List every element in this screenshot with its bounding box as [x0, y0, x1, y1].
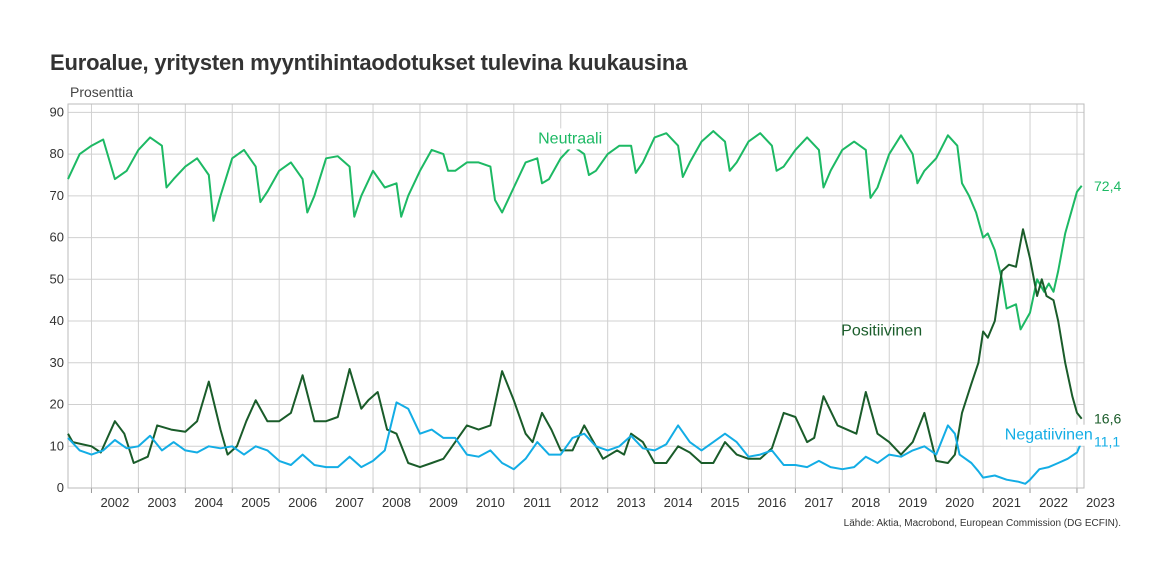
- series-end-value-label: 72,4: [1094, 178, 1121, 194]
- x-tick-label: 2020: [945, 495, 974, 510]
- series-line-neutraali: [67, 130, 1083, 331]
- x-tick-label: 2019: [898, 495, 927, 510]
- x-tick-label: 2021: [992, 495, 1021, 510]
- y-axis-unit-label: Prosenttia: [70, 84, 134, 100]
- series-name-label: Positiivinen: [841, 322, 922, 339]
- series-lines: [67, 130, 1083, 485]
- x-tick-label: 2017: [804, 495, 833, 510]
- source-note: Lähde: Aktia, Macrobond, European Commis…: [843, 518, 1121, 529]
- x-tick-label: 2012: [570, 495, 599, 510]
- y-tick-label: 0: [57, 480, 64, 495]
- series-name-label: Negatiivinen: [1005, 427, 1093, 444]
- x-tick-label: 2018: [851, 495, 880, 510]
- series-line-negatiivinen: [67, 401, 1083, 485]
- y-tick-label: 10: [50, 438, 64, 453]
- y-tick-label: 50: [50, 271, 64, 286]
- x-tick-label: 2007: [335, 495, 364, 510]
- x-axis-ticks: 2002 2003 2004 2005 2006 2007 2008 2009 2010 2011…: [90, 488, 1115, 510]
- x-tick-label: 2002: [100, 495, 129, 510]
- series-end-value-label: 16,6: [1094, 411, 1121, 427]
- series-end-value-label: 11,1: [1094, 434, 1120, 450]
- x-tick-label: 2003: [147, 495, 176, 510]
- series-line-positiivinen: [67, 228, 1083, 469]
- y-tick-label: 40: [50, 313, 64, 328]
- chart-title: Euroalue, yritysten myyntihintaodotukset…: [50, 50, 688, 75]
- x-tick-label: 2008: [382, 495, 411, 510]
- x-tick-label: 2004: [194, 495, 223, 510]
- y-tick-label: 30: [50, 355, 64, 370]
- y-tick-label: 90: [50, 104, 64, 119]
- x-tick-label: 2022: [1039, 495, 1068, 510]
- x-tick-label: 2014: [664, 495, 693, 510]
- x-tick-label: 2013: [617, 495, 646, 510]
- x-tick-label: 2006: [288, 495, 317, 510]
- x-tick-label: 2023: [1086, 495, 1115, 510]
- x-tick-label: 2005: [241, 495, 270, 510]
- plot-frame: [67, 103, 1085, 489]
- y-tick-label: 80: [50, 146, 64, 161]
- y-tick-label: 70: [50, 188, 64, 203]
- x-tick-label: 2011: [523, 495, 551, 510]
- series-labels: Neutraali 72,4 Positiivinen 16,6Negatiivine…: [534, 128, 1121, 450]
- series-name-label: Neutraali: [538, 130, 602, 147]
- y-tick-label: 60: [50, 230, 64, 245]
- series-label-background: [534, 128, 607, 150]
- y-axis-ticks: 0 10 20 30 40 50 60 70 80 90: [50, 104, 64, 495]
- y-tick-label: 20: [50, 397, 64, 412]
- x-tick-label: 2016: [757, 495, 786, 510]
- series-label-background: [1000, 424, 1097, 446]
- x-tick-label: 2009: [429, 495, 458, 510]
- x-tick-label: 2010: [476, 495, 505, 510]
- x-tick-label: 2015: [711, 495, 740, 510]
